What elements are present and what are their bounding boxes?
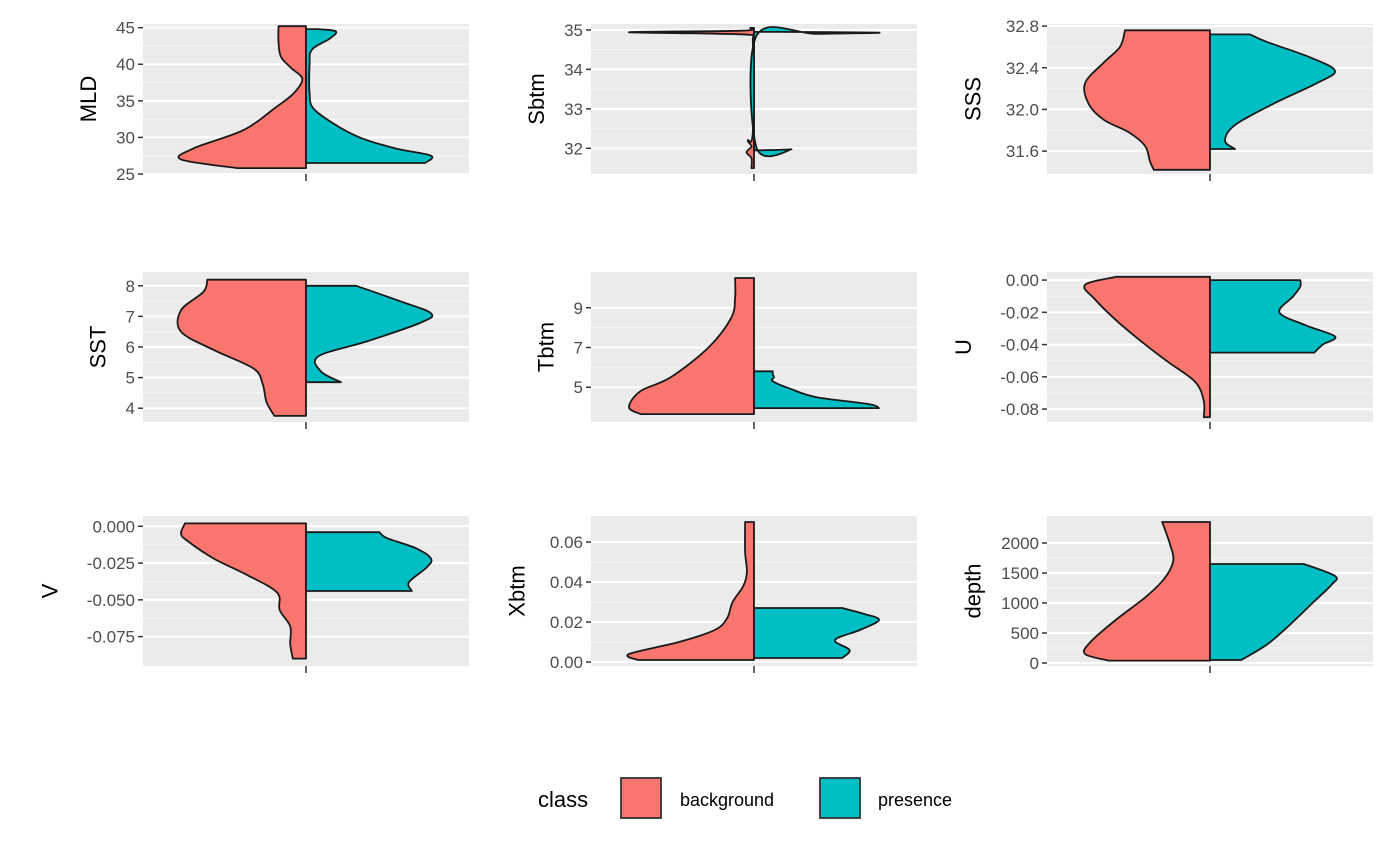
violin-background <box>177 25 307 169</box>
y-axis-label: depth <box>961 563 986 618</box>
y-tick-label: 30 <box>116 128 135 147</box>
y-tick-label: 32.8 <box>1006 17 1039 36</box>
y-axis-label: V <box>37 583 62 598</box>
violin-background <box>628 277 755 415</box>
facet-xbtm: 0.00 0.02 0.04 0.06 Xbtm <box>505 516 917 673</box>
y-axis-label: MLD <box>76 76 101 122</box>
y-tick-label: 35 <box>564 21 583 40</box>
y-tick-label: 500 <box>1011 624 1039 643</box>
y-axis-label: U <box>951 339 976 355</box>
y-axis-label: SST <box>85 326 110 369</box>
y-tick-label: 33 <box>564 100 583 119</box>
y-tick-label: -0.075 <box>87 628 135 647</box>
y-axis-label: Sbtm <box>524 73 549 124</box>
legend: class background presence <box>538 777 952 819</box>
violin-presence <box>305 284 434 384</box>
y-tick-label: 8 <box>126 277 135 296</box>
violin-presence <box>753 370 880 409</box>
y-tick-label: 7 <box>574 338 583 357</box>
violin-presence <box>1209 33 1336 150</box>
facet-v: 0.000 -0.025 -0.050 -0.075 V <box>37 516 469 673</box>
y-tick-label: 9 <box>574 299 583 318</box>
y-tick-label: 6 <box>126 338 135 357</box>
y-tick-label: -0.050 <box>87 591 135 610</box>
y-tick-label: 0.02 <box>550 613 583 632</box>
y-axis-label: Tbtm <box>533 322 558 372</box>
y-tick-label: 40 <box>116 55 135 74</box>
violin-presence <box>305 28 434 164</box>
y-tick-label: 45 <box>116 19 135 38</box>
facet-sst: 4 5 6 7 8 SST <box>85 272 469 429</box>
y-tick-label: 32.4 <box>1006 59 1039 78</box>
legend-swatch-presence <box>819 777 861 819</box>
y-tick-label: 35 <box>116 92 135 111</box>
y-tick-label: 31.6 <box>1006 142 1039 161</box>
violin-presence <box>305 531 433 592</box>
y-tick-label: -0.04 <box>1000 336 1039 355</box>
facet-sbtm: 32 33 34 35 Sbtm <box>524 21 917 181</box>
legend-label-background: background <box>680 790 774 810</box>
y-tick-label: 1000 <box>1001 594 1039 613</box>
violin-presence <box>1209 279 1337 354</box>
y-tick-label: -0.08 <box>1000 400 1039 419</box>
facet-panels: 2530354045MLD32333435Sbtm31.632.032.432.… <box>37 17 1373 673</box>
y-axis-label: SSS <box>961 77 986 121</box>
y-axis-label: Xbtm <box>505 565 530 616</box>
y-tick-label: 7 <box>126 307 135 326</box>
y-tick-label: 4 <box>126 399 135 418</box>
y-tick-label: 0.00 <box>550 653 583 672</box>
facet-mld: 25 30 35 40 45 MLD <box>76 19 469 184</box>
violin-background <box>176 278 307 417</box>
y-tick-label: 2000 <box>1001 534 1039 553</box>
y-tick-label: 0.00 <box>1006 271 1039 290</box>
y-tick-label: 5 <box>126 369 135 388</box>
violin-background <box>626 521 755 661</box>
violin-background <box>180 522 307 660</box>
legend-swatch-background <box>620 777 662 819</box>
violin-presence <box>749 26 881 158</box>
legend-label-presence: presence <box>878 790 952 810</box>
y-tick-label: 32 <box>564 139 583 158</box>
violin-background <box>1083 29 1211 171</box>
y-tick-label: 34 <box>564 60 583 79</box>
y-tick-label: -0.025 <box>87 554 135 573</box>
legend-title: class <box>538 787 588 812</box>
y-tick-label: 0.06 <box>550 533 583 552</box>
facet-tbtm: 5 7 9 Tbtm <box>533 272 917 429</box>
violin-background <box>1083 275 1211 419</box>
facet-sss: 31.6 32.0 32.4 32.8 SSS <box>961 17 1373 181</box>
y-tick-label: 1500 <box>1001 564 1039 583</box>
y-tick-label: -0.06 <box>1000 368 1039 387</box>
y-tick-label: 0.04 <box>550 573 583 592</box>
y-tick-label: 25 <box>116 165 135 184</box>
y-tick-label: 32.0 <box>1006 100 1039 119</box>
facet-depth: 0 500 1000 1500 2000 depth <box>961 516 1373 673</box>
violin-presence <box>753 607 880 659</box>
y-tick-label: 5 <box>574 378 583 397</box>
violin-background <box>1082 521 1211 662</box>
y-tick-label: 0 <box>1030 654 1039 673</box>
facet-u: 0.00 -0.02 -0.04 -0.06 -0.08 U <box>951 271 1373 429</box>
y-tick-label: -0.02 <box>1000 303 1039 322</box>
violin-presence <box>1209 563 1338 661</box>
y-tick-label: 0.000 <box>92 517 135 536</box>
